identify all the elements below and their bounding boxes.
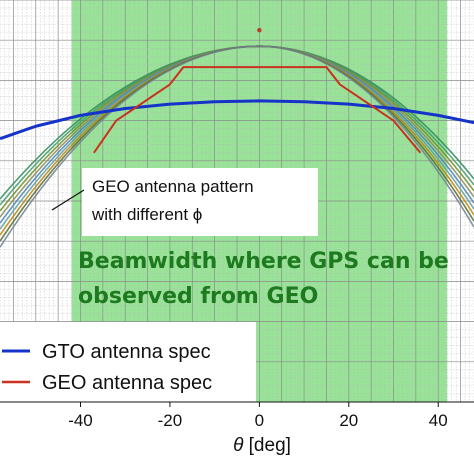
geo-antenna-pattern-curve: [0, 45, 474, 248]
gto-antenna-spec-line: [0, 99, 474, 141]
geo-antenna-spec-line: [93, 66, 422, 154]
x-axis-label: θ [deg]: [233, 435, 291, 456]
pattern-annotation: GEO antenna pattern with different ϕ: [51, 168, 318, 236]
pattern-annotation-line1: GEO antenna pattern: [92, 177, 254, 196]
x-tick-label: -40: [68, 411, 93, 430]
x-tick-label: 20: [339, 411, 358, 430]
x-tick-label: -20: [158, 411, 183, 430]
beamwidth-annotation-line2: observed from GEO: [78, 284, 318, 309]
pattern-annotation-arrow: [51, 189, 85, 211]
legend-label-geo: GEO antenna spec: [42, 372, 212, 394]
x-axis-symbol: θ: [233, 435, 244, 456]
legend: GTO antenna spec GEO antenna spec: [0, 322, 256, 402]
legend-label-gto: GTO antenna spec: [42, 341, 211, 363]
pattern-annotation-box: [82, 168, 318, 236]
x-tick-label: 0: [255, 411, 264, 430]
peak-marker-point: [257, 27, 262, 33]
x-axis-unit: [deg]: [243, 435, 291, 456]
pattern-annotation-line2: with different ϕ: [91, 205, 202, 224]
beamwidth-annotation-line1: Beamwidth where GPS can be: [78, 249, 449, 274]
x-tick-label: 40: [429, 411, 448, 430]
legend-box: [0, 322, 256, 402]
